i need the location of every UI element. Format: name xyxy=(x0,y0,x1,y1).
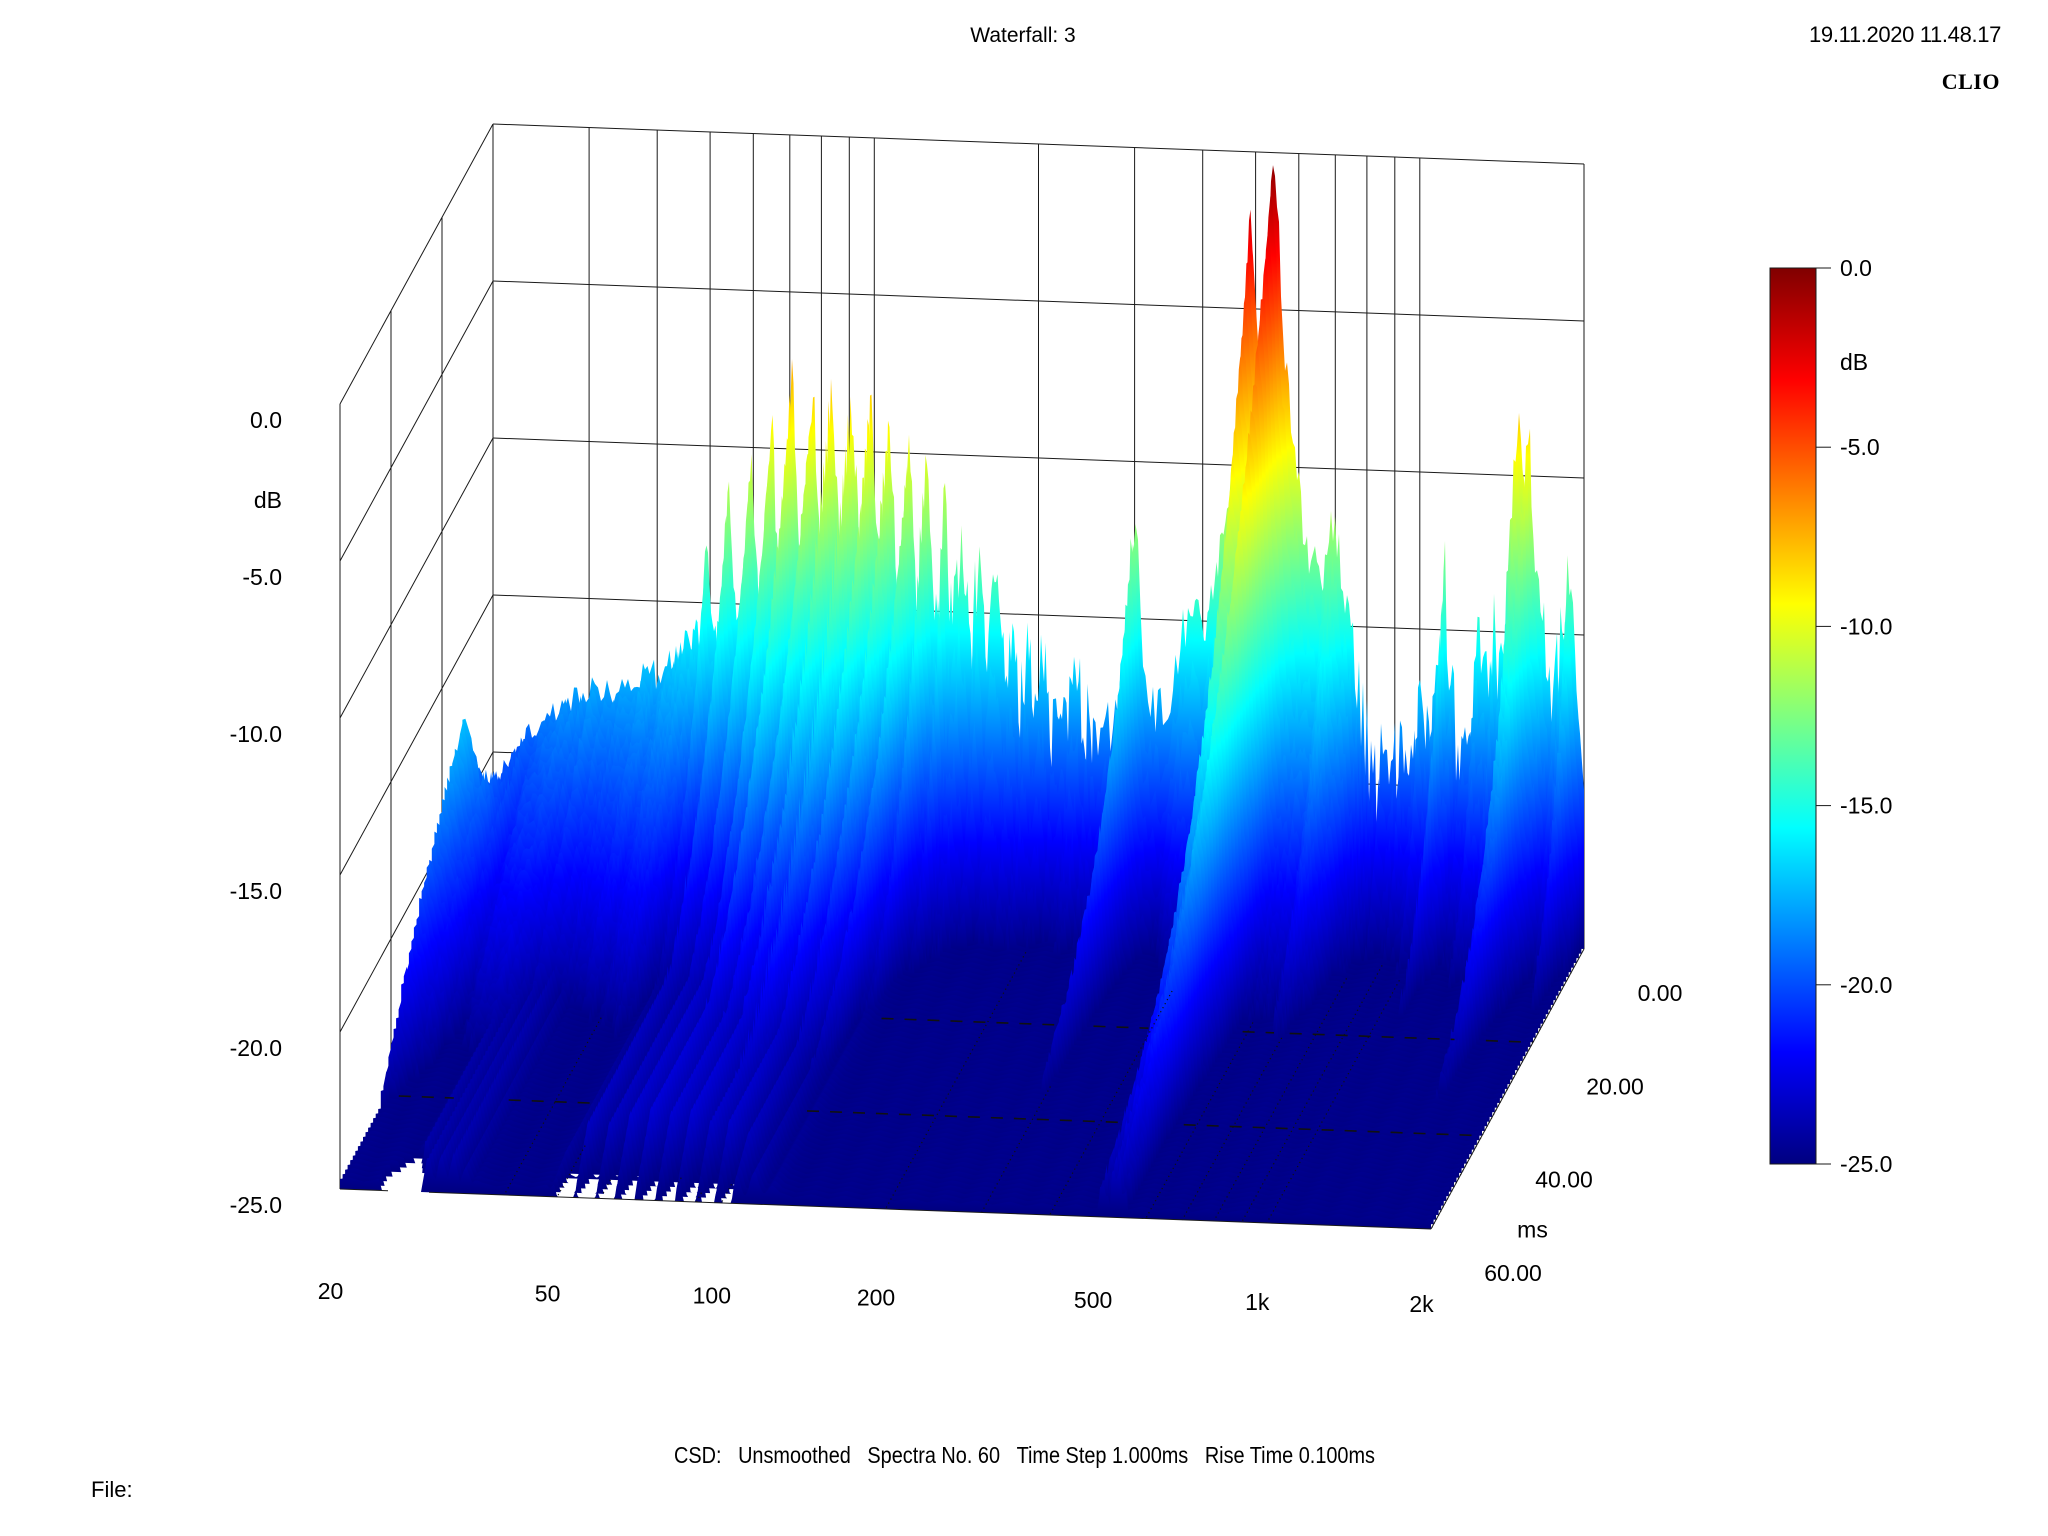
svg-text:-10.0: -10.0 xyxy=(1840,613,1892,639)
svg-text:CLIO: CLIO xyxy=(1942,69,2000,94)
svg-text:19.11.2020 11.48.17: 19.11.2020 11.48.17 xyxy=(1809,22,2001,47)
svg-text:50: 50 xyxy=(535,1281,561,1307)
svg-text:0.0: 0.0 xyxy=(250,407,282,433)
svg-text:-5.0: -5.0 xyxy=(242,564,282,590)
svg-text:-25.0: -25.0 xyxy=(1840,1151,1892,1177)
svg-text:-5.0: -5.0 xyxy=(1840,434,1880,460)
svg-text:dB: dB xyxy=(1840,349,1868,375)
svg-text:20.00: 20.00 xyxy=(1586,1073,1644,1099)
svg-text:-20.0: -20.0 xyxy=(1840,972,1892,998)
svg-text:-15.0: -15.0 xyxy=(230,878,282,904)
svg-text:ms: ms xyxy=(1517,1216,1548,1242)
svg-text:40.00: 40.00 xyxy=(1535,1167,1593,1193)
svg-text:60.00: 60.00 xyxy=(1484,1260,1542,1286)
svg-text:200: 200 xyxy=(857,1285,895,1311)
svg-text:2k: 2k xyxy=(1409,1291,1434,1317)
svg-text:-15.0: -15.0 xyxy=(1840,793,1892,819)
svg-text:File:: File: xyxy=(91,1477,133,1502)
svg-text:500: 500 xyxy=(1074,1287,1112,1313)
svg-text:Waterfall: 3: Waterfall: 3 xyxy=(970,24,1075,47)
svg-text:20: 20 xyxy=(318,1278,344,1304)
svg-text:CSD: Unsmoothed Spectra No: CSD: Unsmoothed Spectra No. 60 Time Step… xyxy=(674,1442,1375,1468)
svg-text:1k: 1k xyxy=(1245,1289,1270,1315)
svg-text:dB: dB xyxy=(254,487,282,513)
svg-text:-10.0: -10.0 xyxy=(230,721,282,747)
svg-text:100: 100 xyxy=(693,1283,731,1309)
svg-text:-20.0: -20.0 xyxy=(230,1035,282,1061)
svg-text:-25.0: -25.0 xyxy=(230,1192,282,1218)
svg-text:0.00: 0.00 xyxy=(1638,980,1683,1006)
svg-text:0.0: 0.0 xyxy=(1840,255,1872,281)
